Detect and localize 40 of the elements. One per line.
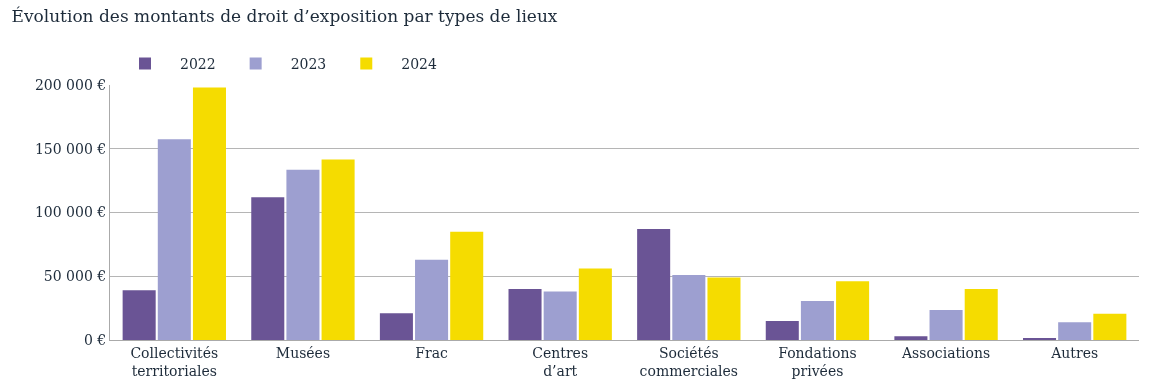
x-tick-label: Centres d’art (532, 344, 589, 379)
bar (964, 289, 998, 340)
bar (672, 274, 706, 340)
y-tick-label: 0 € (83, 331, 107, 348)
bar (192, 87, 226, 340)
bar (321, 159, 355, 340)
x-tick-label: Sociétés commerciales (639, 344, 739, 379)
bar (122, 290, 156, 340)
bar (1058, 322, 1092, 340)
x-tick-label: Frac (415, 344, 449, 361)
x-tick-label: Autres (1050, 344, 1099, 361)
bar (415, 259, 449, 340)
bar (894, 336, 928, 340)
bar (637, 229, 671, 340)
bar (450, 231, 484, 340)
bar (707, 277, 741, 340)
bar (578, 268, 612, 340)
bar (508, 289, 542, 340)
bar (765, 320, 799, 340)
bar (929, 310, 963, 340)
legend-label: 2023 (290, 55, 327, 72)
bar (800, 301, 834, 340)
bar (251, 197, 285, 340)
legend-label: 2024 (401, 55, 437, 72)
y-tick-label: 100 000 € (34, 204, 107, 221)
x-tick-label: Collectivités territoriales (130, 344, 219, 379)
legend-label: 2022 (180, 55, 216, 72)
bar (379, 313, 413, 340)
x-tick-label: Musées (275, 344, 331, 361)
bar (157, 139, 191, 340)
bar (543, 291, 577, 340)
y-tick-label: 200 000 € (34, 76, 107, 93)
bar (1093, 313, 1127, 340)
bar (836, 281, 870, 340)
x-tick-label: Fondations privées (778, 344, 857, 379)
y-tick-label: 50 000 € (43, 268, 107, 285)
chart-title: Évolution des montants de droit d’exposition par types de lieux (11, 5, 558, 26)
x-tick-label: Associations (900, 344, 991, 361)
y-tick-label: 150 000 € (34, 140, 107, 157)
bar (286, 169, 320, 340)
